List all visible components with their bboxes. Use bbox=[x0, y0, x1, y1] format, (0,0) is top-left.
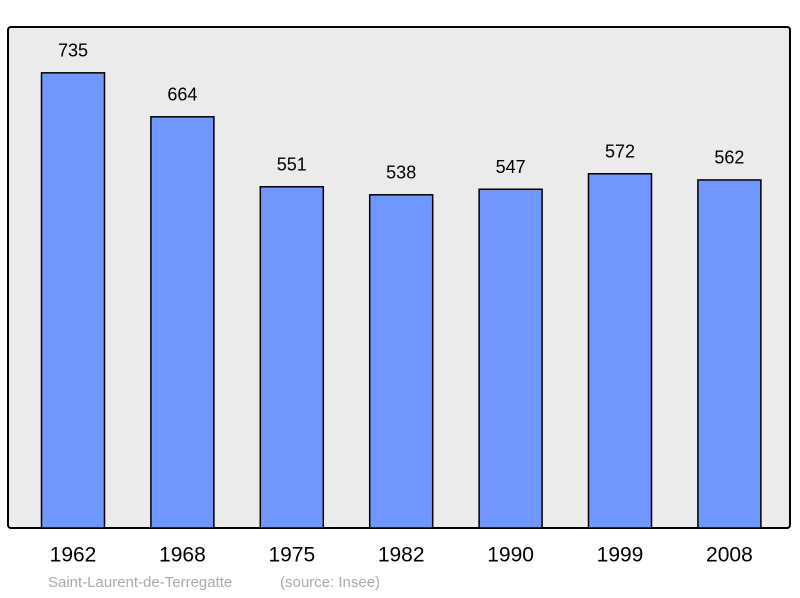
x-tick-label: 1999 bbox=[597, 544, 644, 567]
caption: Saint-Laurent-de-Terregatte bbox=[48, 574, 232, 591]
bar bbox=[259, 186, 325, 529]
bar bbox=[40, 72, 106, 529]
x-tick-label: 1982 bbox=[378, 544, 425, 567]
source: (source: Insee) bbox=[280, 574, 380, 591]
value-label: 664 bbox=[167, 85, 197, 105]
bar bbox=[478, 188, 543, 529]
x-tick-label: 1962 bbox=[50, 544, 97, 567]
value-label: 562 bbox=[714, 148, 744, 168]
value-label: 551 bbox=[277, 155, 307, 175]
bar bbox=[150, 116, 215, 529]
bar bbox=[697, 179, 762, 529]
bar bbox=[587, 173, 653, 529]
value-label: 547 bbox=[496, 157, 526, 177]
value-label: 572 bbox=[605, 142, 635, 162]
value-label: 735 bbox=[58, 41, 88, 61]
bar bbox=[368, 194, 434, 529]
value-label: 538 bbox=[386, 163, 416, 183]
x-tick-label: 1968 bbox=[159, 544, 206, 567]
x-tick-label: 1975 bbox=[268, 544, 315, 567]
x-tick-label: 2008 bbox=[706, 544, 753, 567]
x-tick-label: 1990 bbox=[487, 544, 534, 567]
